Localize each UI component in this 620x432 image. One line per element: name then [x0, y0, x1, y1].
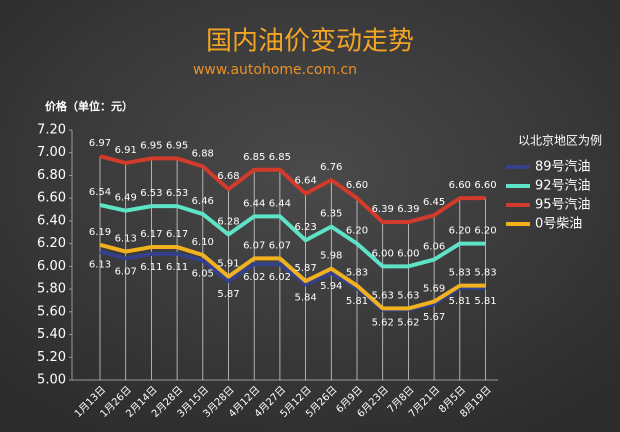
- data-label: 6.02: [269, 272, 291, 283]
- data-label: 6.76: [320, 162, 342, 173]
- y-tick-label: 5.60: [37, 304, 66, 319]
- data-label: 5.62: [372, 318, 394, 329]
- y-tick-label: 5.00: [37, 373, 66, 388]
- y-tick-label: 6.60: [37, 191, 66, 206]
- data-label: 6.19: [89, 227, 111, 238]
- data-label: 5.83: [449, 268, 471, 279]
- y-tick-label: 6.00: [37, 259, 66, 274]
- data-label: 6.39: [372, 204, 394, 215]
- data-label: 5.91: [217, 259, 239, 270]
- data-label: 6.44: [243, 198, 265, 209]
- data-label: 6.97: [89, 138, 111, 149]
- legend-label: 0号柴油: [535, 217, 582, 232]
- data-label: 6.54: [89, 187, 111, 198]
- data-label: 6.17: [140, 229, 162, 240]
- data-label: 5.83: [346, 268, 368, 279]
- data-label: 5.81: [449, 296, 471, 307]
- data-label: 6.60: [474, 180, 496, 191]
- data-label: 6.28: [217, 217, 239, 228]
- data-label: 5.87: [217, 289, 239, 300]
- data-label: 6.20: [449, 226, 471, 237]
- y-tick-label: 5.20: [37, 350, 66, 365]
- data-label: 5.87: [294, 263, 316, 274]
- legend-label: 89号汽油: [535, 160, 591, 175]
- data-label: 5.69: [423, 284, 445, 295]
- data-label: 5.98: [320, 251, 342, 262]
- data-label: 6.95: [140, 140, 162, 151]
- data-label: 6.53: [140, 188, 162, 199]
- series-line: [99, 203, 486, 269]
- series-line: [99, 242, 486, 311]
- y-axis-label: 价格（单位：元）: [45, 99, 133, 113]
- data-label: 6.13: [115, 234, 137, 245]
- data-label: 5.62: [397, 318, 419, 329]
- data-label: 5.83: [474, 268, 496, 279]
- legend-label: 95号汽油: [535, 198, 591, 213]
- y-tick-label: 6.20: [37, 236, 66, 251]
- data-label: 6.60: [346, 180, 368, 191]
- data-label: 6.49: [115, 193, 137, 204]
- data-label: 6.95: [166, 140, 188, 151]
- y-tick-label: 5.80: [37, 282, 66, 297]
- data-label: 6.10: [192, 237, 214, 248]
- y-tick-label: 7.20: [37, 123, 66, 138]
- data-label: 5.94: [320, 281, 342, 292]
- data-label: 6.68: [217, 171, 239, 182]
- y-tick-label: 6.80: [37, 168, 66, 183]
- data-label: 6.44: [269, 198, 291, 209]
- data-label: 6.00: [372, 248, 394, 259]
- data-label: 6.00: [397, 248, 419, 259]
- y-tick-label: 5.40: [37, 327, 66, 342]
- data-label: 6.60: [449, 180, 471, 191]
- legend-title: 以北京地区为例: [518, 134, 602, 148]
- data-label: 5.81: [474, 296, 496, 307]
- data-label: 6.11: [166, 262, 188, 273]
- data-label: 6.02: [243, 272, 265, 283]
- data-label: 6.20: [474, 226, 496, 237]
- data-label: 5.67: [423, 312, 445, 323]
- y-tick-label: 7.00: [37, 145, 66, 160]
- chart-subtitle: www.autohome.com.cn: [193, 62, 357, 78]
- data-label: 6.11: [140, 262, 162, 273]
- data-label: 5.81: [346, 296, 368, 307]
- series-line: [99, 154, 486, 225]
- data-label: 6.91: [115, 145, 137, 156]
- data-label: 6.85: [243, 152, 265, 163]
- data-label: 6.07: [243, 240, 265, 251]
- data-label: 6.85: [269, 152, 291, 163]
- legend-label: 92号汽油: [535, 179, 591, 194]
- data-label: 6.64: [294, 176, 316, 187]
- data-label: 6.46: [192, 196, 214, 207]
- data-label: 6.45: [423, 197, 445, 208]
- chart-title: 国内油价变动走势: [206, 27, 414, 57]
- data-label: 6.07: [115, 266, 137, 277]
- y-tick-label: 6.40: [37, 213, 66, 228]
- data-label: 6.07: [269, 240, 291, 251]
- data-label: 6.17: [166, 229, 188, 240]
- data-label: 6.39: [397, 204, 419, 215]
- data-label: 6.88: [192, 148, 214, 159]
- data-label: 6.23: [294, 222, 316, 233]
- data-label: 6.53: [166, 188, 188, 199]
- data-label: 6.13: [89, 260, 111, 271]
- data-label: 6.05: [192, 269, 214, 280]
- data-label: 6.35: [320, 209, 342, 220]
- data-label: 5.63: [397, 290, 419, 301]
- data-label: 6.06: [423, 242, 445, 253]
- data-label: 6.20: [346, 226, 368, 237]
- data-label: 5.63: [372, 290, 394, 301]
- data-label: 5.84: [294, 293, 316, 304]
